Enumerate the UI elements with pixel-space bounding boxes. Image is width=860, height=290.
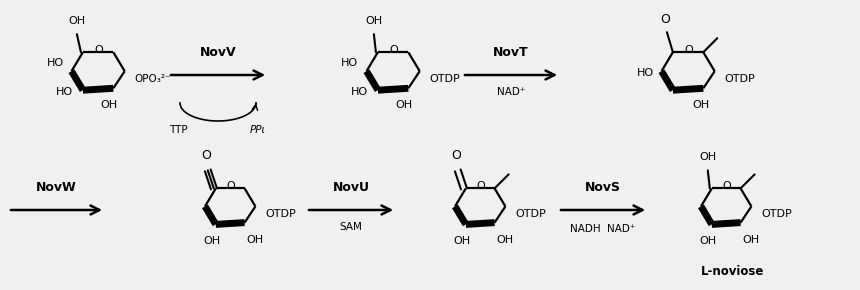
Text: PPι: PPι — [250, 125, 266, 135]
Text: OH: OH — [453, 236, 470, 246]
Text: OH: OH — [742, 235, 759, 244]
Text: O: O — [685, 45, 693, 55]
Text: O: O — [451, 149, 461, 162]
Text: NAD⁺: NAD⁺ — [607, 224, 636, 234]
Text: O: O — [95, 45, 103, 55]
Text: OTDP: OTDP — [515, 209, 546, 220]
Text: OH: OH — [496, 235, 513, 244]
Text: NAD⁺: NAD⁺ — [497, 87, 525, 97]
Text: L-noviose: L-noviose — [701, 265, 765, 278]
Text: OTDP: OTDP — [430, 74, 460, 84]
Text: NovW: NovW — [36, 181, 77, 194]
Text: O: O — [476, 182, 486, 191]
Text: TTP: TTP — [169, 125, 187, 135]
Text: O: O — [201, 149, 211, 162]
Text: OH: OH — [101, 100, 118, 110]
Text: HO: HO — [636, 68, 654, 78]
Text: O: O — [227, 182, 236, 191]
Text: OTDP: OTDP — [725, 74, 755, 84]
Text: NovT: NovT — [493, 46, 529, 59]
Text: HO: HO — [56, 87, 73, 97]
Text: OH: OH — [699, 236, 716, 246]
Text: OH: OH — [699, 153, 716, 162]
Text: OTDP: OTDP — [761, 209, 792, 220]
Text: NovU: NovU — [333, 181, 370, 194]
Text: SAM: SAM — [340, 222, 362, 232]
Text: OPO₃²⁻: OPO₃²⁻ — [135, 74, 171, 84]
Text: O: O — [390, 45, 398, 55]
Text: HO: HO — [351, 87, 368, 97]
Text: OH: OH — [693, 100, 710, 110]
Text: OH: OH — [68, 16, 85, 26]
Text: O: O — [722, 182, 732, 191]
Text: OH: OH — [396, 100, 413, 110]
Text: OH: OH — [366, 16, 383, 26]
Text: HO: HO — [46, 58, 64, 68]
Text: NovV: NovV — [200, 46, 237, 59]
Text: OH: OH — [203, 236, 220, 246]
Text: OH: OH — [247, 235, 264, 244]
Text: O: O — [660, 13, 670, 26]
Text: OTDP: OTDP — [266, 209, 296, 220]
Text: NADH: NADH — [569, 224, 600, 234]
Text: HO: HO — [341, 58, 359, 68]
Text: NovS: NovS — [585, 181, 621, 194]
